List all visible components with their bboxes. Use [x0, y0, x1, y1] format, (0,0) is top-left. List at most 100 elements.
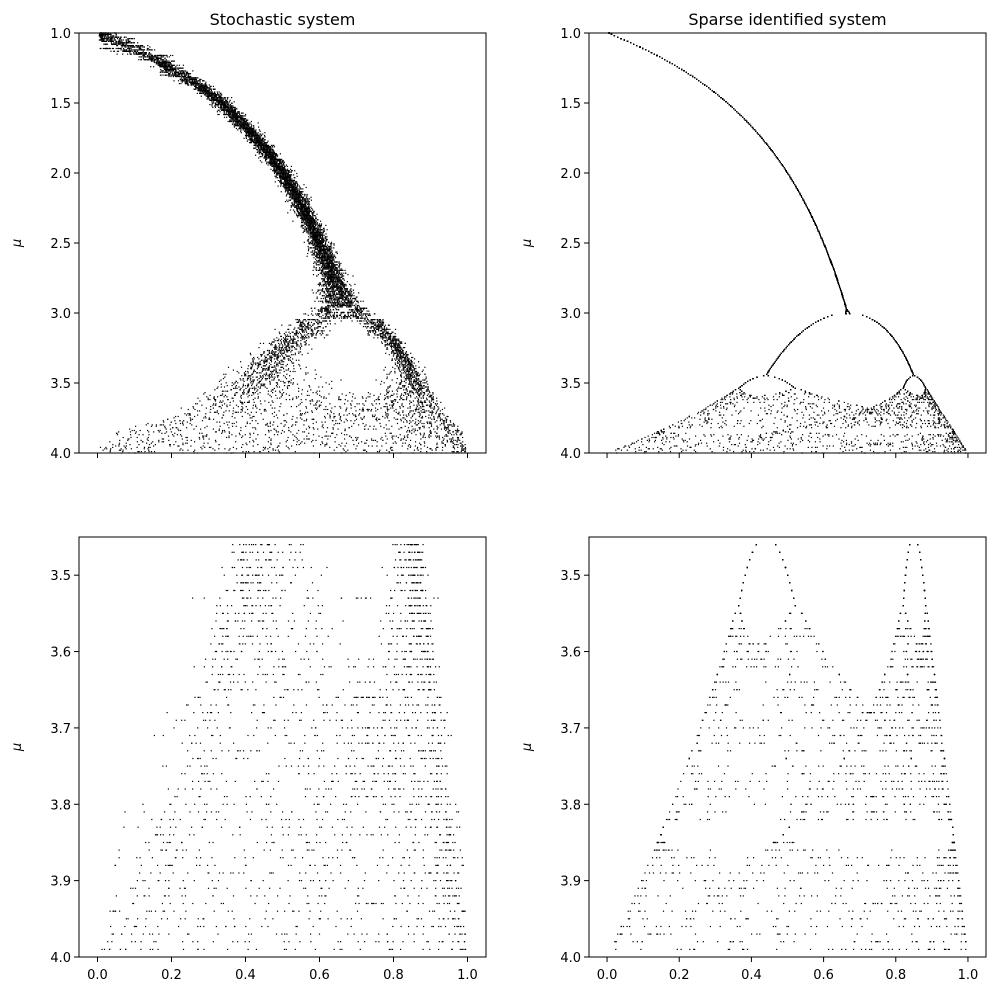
data-point — [280, 184, 282, 186]
data-point — [105, 40, 107, 42]
data-point — [132, 49, 134, 51]
data-point — [314, 229, 316, 231]
data-point — [184, 78, 186, 80]
data-point — [148, 53, 150, 55]
data-point — [294, 202, 296, 204]
data-point — [211, 94, 213, 96]
data-point — [231, 109, 234, 111]
data-point — [280, 175, 282, 177]
data-point — [300, 202, 302, 204]
data-point — [117, 47, 119, 50]
data-point — [213, 98, 215, 100]
data-point — [258, 139, 260, 141]
data-point — [100, 47, 102, 50]
data-point — [309, 220, 311, 222]
data-point — [252, 139, 254, 141]
data-point — [135, 45, 137, 47]
data-point — [115, 33, 117, 35]
data-point — [295, 205, 297, 207]
data-point — [128, 49, 130, 51]
data-point — [112, 47, 114, 50]
data-point — [268, 149, 270, 151]
data-point — [296, 209, 298, 211]
data-point — [159, 66, 161, 68]
data-point — [253, 147, 255, 149]
data-point — [302, 201, 304, 203]
data-point — [241, 120, 243, 123]
data-point — [117, 43, 120, 45]
data-point — [106, 38, 108, 40]
data-point — [315, 216, 317, 218]
data-point — [205, 90, 207, 92]
data-point — [282, 171, 284, 173]
data-point — [176, 74, 178, 76]
data-point — [169, 68, 171, 71]
data-point — [245, 113, 247, 116]
data-point — [287, 174, 289, 176]
data-point — [310, 199, 312, 201]
data-point — [220, 109, 223, 111]
data-point — [272, 165, 274, 167]
data-point — [209, 87, 211, 89]
data-point — [268, 154, 270, 156]
data-point — [301, 191, 303, 193]
data-point — [183, 80, 185, 82]
data-point — [211, 105, 213, 107]
data-point — [246, 125, 248, 127]
data-point — [289, 179, 291, 182]
data-point — [133, 38, 135, 40]
data-point — [193, 77, 195, 79]
data-point — [290, 168, 292, 170]
data-point — [186, 71, 188, 73]
data-point — [278, 165, 280, 167]
data-point — [159, 54, 162, 57]
data-point — [172, 64, 174, 66]
data-point — [270, 168, 272, 170]
data-point — [236, 118, 238, 120]
data-point — [273, 144, 275, 146]
data-point — [262, 151, 265, 153]
data-point — [111, 47, 113, 50]
data-point — [245, 120, 247, 123]
data-point — [260, 136, 262, 138]
data-point — [138, 53, 140, 55]
data-point — [147, 56, 149, 58]
data-point — [243, 125, 245, 127]
data-point — [261, 147, 263, 149]
data-point — [130, 46, 132, 48]
data-point — [166, 63, 168, 65]
data-point — [116, 50, 118, 52]
data-point — [98, 39, 100, 41]
data-point — [239, 120, 241, 123]
data-point — [232, 116, 235, 118]
data-point — [306, 220, 308, 222]
data-point — [305, 198, 307, 200]
data-point — [127, 53, 129, 55]
data-point — [319, 227, 321, 229]
data-point — [113, 50, 116, 52]
data-point — [125, 40, 127, 42]
data-point — [253, 127, 255, 130]
data-point — [234, 122, 237, 124]
data-point — [278, 160, 280, 162]
data-point — [102, 47, 104, 50]
data-point — [191, 78, 193, 80]
data-point — [287, 179, 289, 182]
data-point — [290, 184, 292, 186]
data-point — [316, 223, 318, 225]
data-point — [284, 165, 286, 167]
data-point — [305, 208, 307, 210]
data-point — [209, 85, 211, 87]
data-point — [271, 147, 273, 149]
data-point — [161, 61, 163, 64]
data-point — [159, 57, 161, 59]
data-point — [301, 222, 304, 224]
data-point — [281, 163, 283, 165]
data-point — [233, 111, 235, 113]
data-point — [277, 179, 279, 182]
data-point — [181, 73, 183, 75]
data-point — [153, 56, 155, 58]
data-point — [204, 88, 206, 90]
data-point — [178, 75, 180, 78]
data-point — [126, 39, 128, 41]
